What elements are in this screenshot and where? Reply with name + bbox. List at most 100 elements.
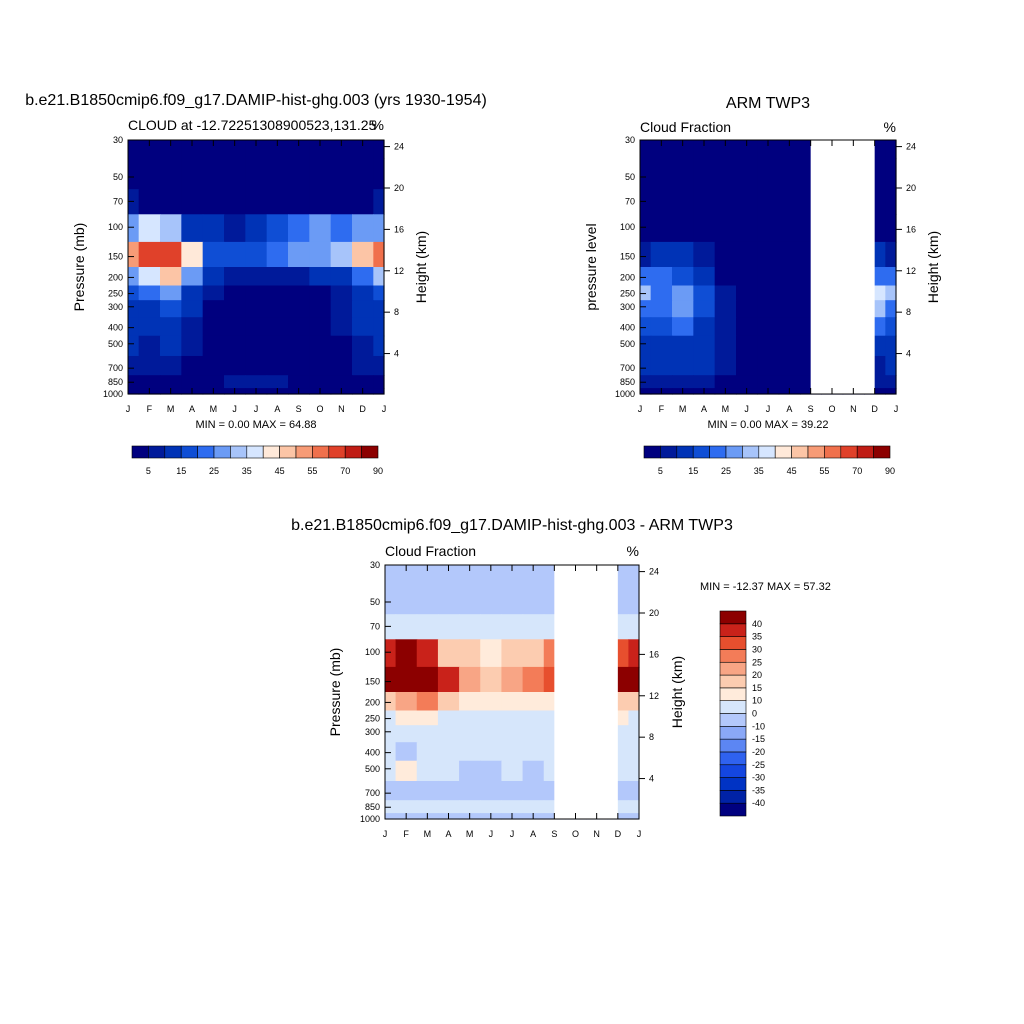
heatmap-cell [522,565,545,585]
heatmap-cell [459,742,481,762]
colorbar-label: 15 [176,466,186,476]
heatmap-cell [309,241,332,268]
colorbar-label: 20 [752,670,762,680]
month-tick-label: A [701,404,707,414]
heatmap-cell [459,565,481,585]
heatmap-cell [480,692,503,712]
heatmap-cell [160,214,182,243]
heatmap-cell [650,355,673,376]
heatmap-cell [437,710,460,726]
pressure-tick-label: 700 [365,788,380,798]
pressure-tick-label: 250 [365,714,380,724]
month-tick-label: N [850,404,857,414]
heatmap-cell [501,639,524,668]
heatmap-cell [245,355,268,376]
heatmap-cell [202,285,225,301]
colorbar-label: 5 [146,466,151,476]
heatmap-cell [522,666,545,693]
colorbar-swatch [148,445,166,459]
height-tick-label: 4 [649,774,654,784]
heatmap-cell [160,189,182,215]
heatmap-cell [628,800,640,814]
heatmap-cell [385,565,397,585]
colorbar-swatch [719,777,747,791]
colorbar-swatch [719,802,747,817]
model-ylabel: Pressure (mb) [71,223,87,312]
diff-heatmap-cells [385,565,640,820]
pressure-tick-label: 700 [108,363,123,373]
colorbar-label: -10 [752,721,765,731]
heatmap-cell [202,375,225,389]
heatmap-cell [309,375,332,389]
month-tick-label: D [615,829,622,839]
heatmap-cell [885,267,897,287]
heatmap-cell [288,214,310,243]
heatmap-cell [138,158,161,190]
heatmap-cell [501,742,524,762]
pressure-tick-label: 150 [365,677,380,687]
month-tick-label: D [359,404,366,414]
colorbar-swatch [725,445,743,459]
heatmap-cell [714,189,737,215]
heatmap-cell [640,355,652,376]
heatmap-cell [266,317,289,337]
heatmap-cell [385,742,397,762]
heatmap-cell [459,639,481,668]
diff-y2label: Height (km) [669,656,685,728]
heatmap-cell [628,742,640,762]
colorbar-swatch [312,445,330,459]
colorbar-swatch [791,445,809,459]
heatmap-cell [288,285,310,301]
heatmap-cell [650,267,673,287]
heatmap-cell [288,375,310,389]
heatmap-cell [736,317,758,337]
heatmap-cell [288,335,310,357]
heatmap-cell [128,300,140,318]
height-tick-label: 24 [906,142,916,152]
colorbar-label: 35 [242,466,252,476]
heatmap-cell [373,267,385,287]
month-tick-label: M [722,404,730,414]
heatmap-cell [266,285,289,301]
colorbar-swatch [719,687,747,701]
heatmap-cell [736,140,758,160]
heatmap-cell [437,800,460,814]
heatmap-cell [672,267,694,287]
heatmap-cell [437,692,460,712]
heatmap-cell [266,158,289,190]
heatmap-cell [224,375,246,389]
pressure-tick-label: 200 [620,272,635,282]
heatmap-cell [885,241,897,268]
heatmap-cell [224,300,246,318]
pressure-tick-label: 100 [108,222,123,232]
month-tick-label: J [126,404,131,414]
heatmap-cell [650,241,673,268]
colorbar-swatch [719,661,747,676]
pressure-tick-label: 30 [625,135,635,145]
colorbar-swatch [676,445,694,459]
heatmap-cell [385,666,397,693]
heatmap-cell [522,742,545,762]
heatmap-cell [736,267,758,287]
pressure-tick-label: 400 [620,323,635,333]
heatmap-cell [181,300,204,318]
heatmap-cell [501,800,524,814]
diff-subtitle-left: Cloud Fraction [385,543,476,559]
heatmap-cell [693,317,716,337]
colorbar-label: 40 [752,619,762,629]
heatmap-cell [385,813,397,820]
heatmap-cell [416,710,439,726]
heatmap-cell [522,760,545,782]
heatmap-cell [757,214,780,243]
heatmap-cell [352,355,374,376]
pressure-tick-label: 50 [370,597,380,607]
heatmap-cell [778,375,801,389]
month-tick-label: J [382,404,387,414]
heatmap-cell [650,335,673,357]
month-tick-label: M [167,404,175,414]
heatmap-cell [459,666,481,693]
colorbar-label: -20 [752,747,765,757]
heatmap-cell [245,285,268,301]
colorbar-label: -40 [752,798,765,808]
heatmap-cell [480,780,503,801]
